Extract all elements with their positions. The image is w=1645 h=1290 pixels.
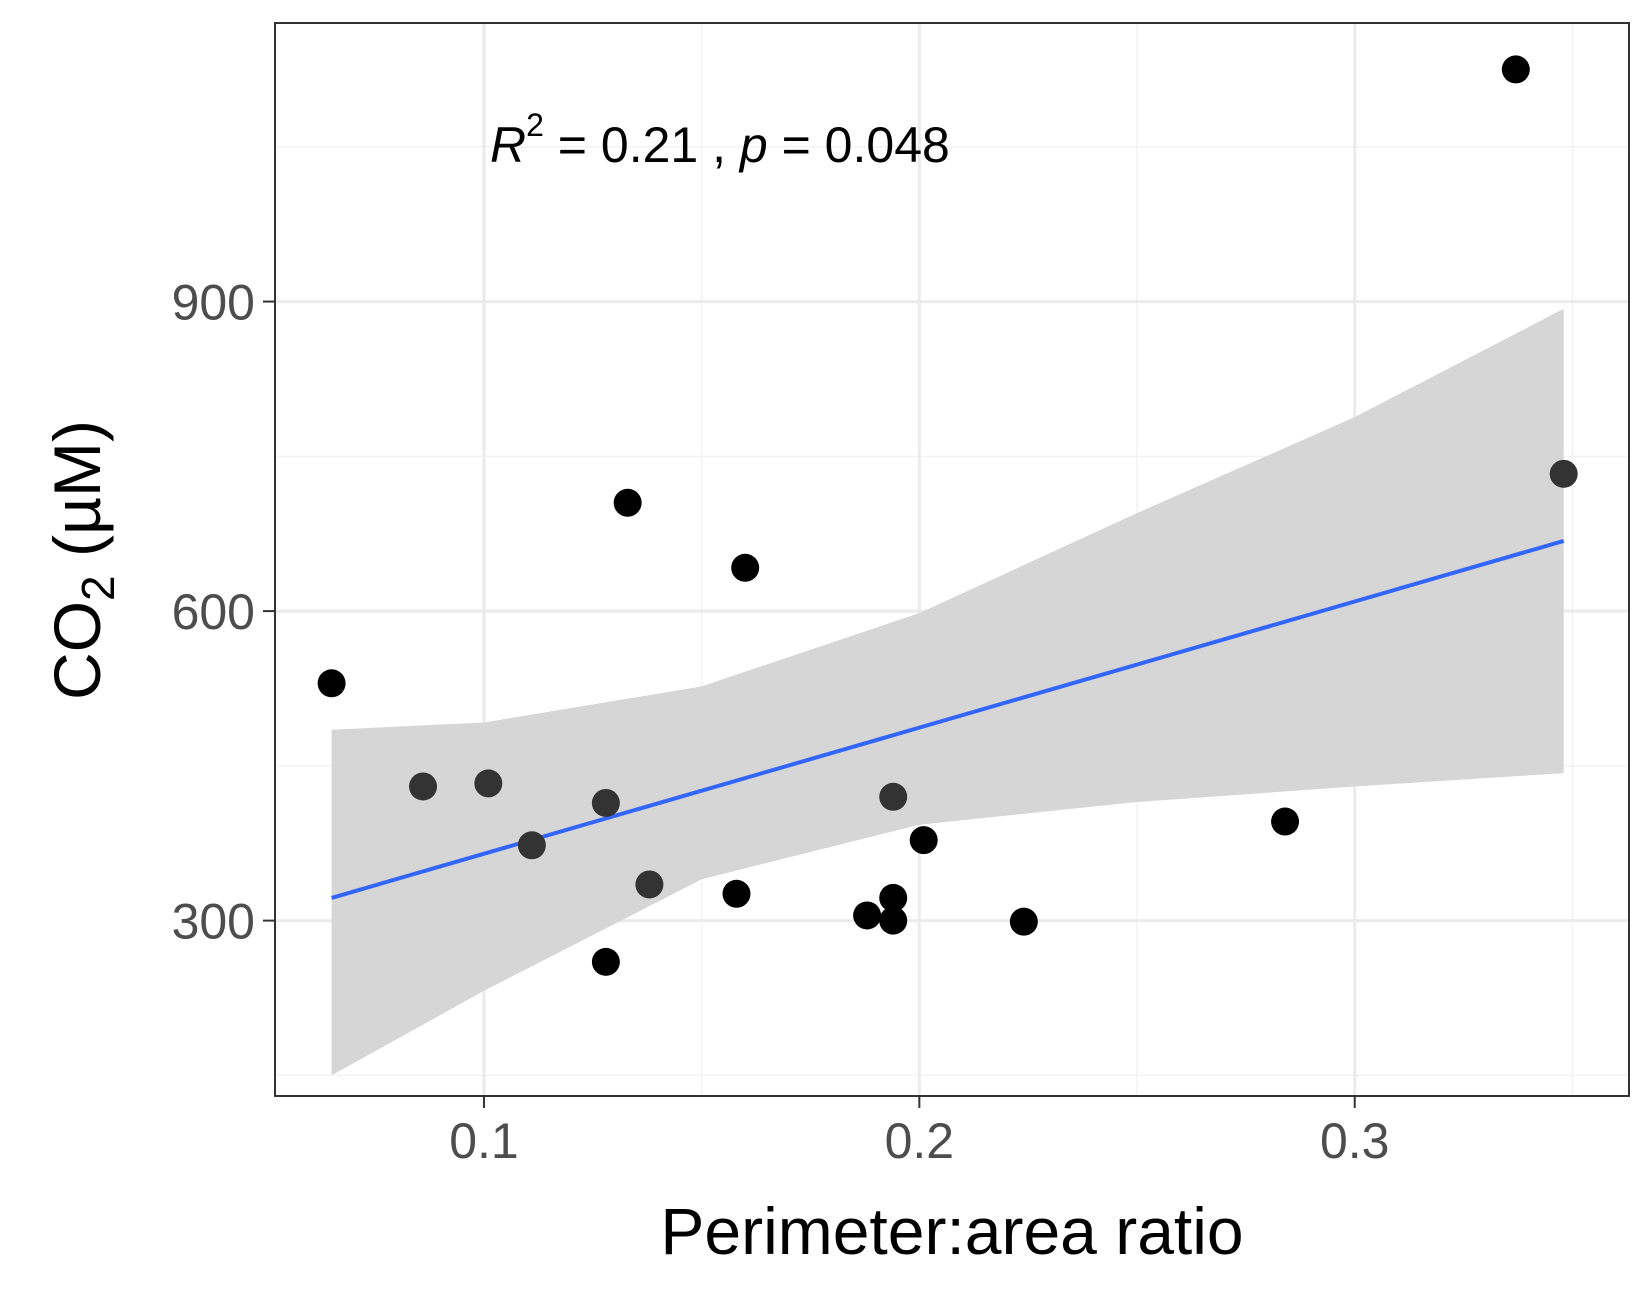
annotation-p-value: = 0.048 [768,117,950,173]
y-axis-title-unit: (µM) [40,420,114,575]
data-point [1501,55,1530,84]
x-axis: 0.1 0.2 0.3 [449,1096,1389,1169]
data-points [317,55,1578,976]
y-axis-title-main: CO [40,601,114,700]
data-point [1009,907,1038,936]
y-tick-label: 300 [172,894,255,950]
data-point [409,772,438,801]
x-tick-label: 0.3 [1320,1113,1390,1169]
y-tick-label: 600 [172,584,255,640]
annotation-p: p [738,117,768,173]
data-point [591,947,620,976]
data-point [909,826,938,855]
data-point [635,870,664,899]
data-point [879,883,908,912]
data-point [591,788,620,817]
data-point [317,669,346,698]
y-axis-title: CO2 (µM) [40,420,124,700]
annotation-r-value: = 0.21 , [544,117,740,173]
plot-panel-border [274,22,1630,1097]
x-tick-label: 0.1 [449,1113,519,1169]
data-point [879,906,908,935]
data-point [1271,807,1300,836]
x-tick-label: 0.2 [885,1113,955,1169]
fit-annotation: R2 = 0.21 , p = 0.048 [490,107,950,173]
annotation-r-superscript: 2 [526,107,544,143]
data-point [517,831,546,860]
y-axis-title-subscript: 2 [72,575,124,601]
data-point [474,769,503,798]
data-point [853,901,882,930]
data-point [879,782,908,811]
data-point [1549,459,1578,488]
x-axis-title: Perimeter:area ratio [660,1194,1243,1268]
data-point [731,553,760,582]
annotation-r: R [490,117,526,173]
data-point [613,488,642,517]
y-axis: 300 600 900 [172,275,275,950]
y-tick-label: 900 [172,275,255,331]
data-point [722,879,751,908]
